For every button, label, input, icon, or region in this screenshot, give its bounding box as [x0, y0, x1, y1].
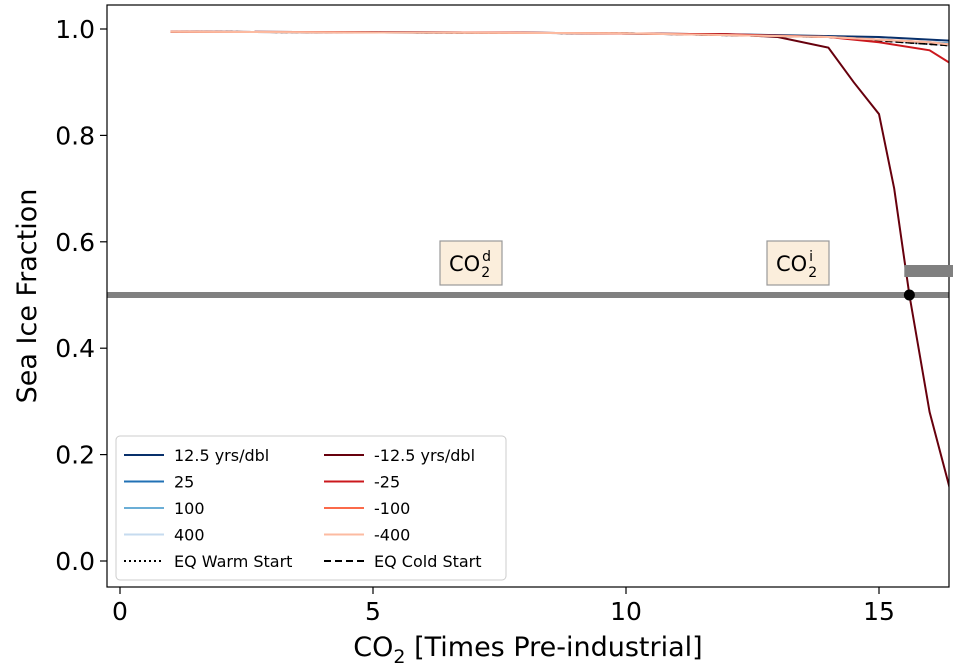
legend-label-0-2: 100: [174, 499, 205, 518]
series-line-0: [170, 30, 949, 42]
co2-d-label-sub: 2: [481, 265, 490, 281]
co2-d-label-sup: d: [482, 249, 491, 265]
legend-label-1-3: -400: [374, 526, 410, 545]
legend-label-1-0: -12.5 yrs/dbl: [374, 446, 475, 465]
x-axis-label-sub: 2: [393, 646, 405, 668]
legend-label-1-4: EQ Cold Start: [374, 552, 482, 571]
y-axis-label: Sea Ice Fraction: [12, 189, 43, 404]
series-line-9: [170, 30, 949, 46]
legend: 12.5 yrs/dbl 25 100 400 EQ Warm Start -12.5 y…: [115, 435, 507, 581]
co2-i-label-text: CO2i: [776, 249, 817, 281]
crossing-marker-0: [903, 289, 915, 301]
y-tick-label-4: 0.8: [55, 121, 95, 150]
x-tick-label-1: 5: [365, 597, 381, 626]
legend-label-1-1: -25: [374, 473, 400, 492]
desaturation-arrow: [904, 265, 953, 278]
co2-d-label-main: CO: [449, 252, 480, 276]
legend-label-0-4: EQ Warm Start: [174, 552, 292, 571]
co2-i-label-sup: i: [809, 249, 813, 265]
legend-box: [115, 435, 507, 581]
plot-area: [107, 30, 949, 490]
y-tick-label-3: 0.6: [55, 228, 95, 257]
x-tick-label-2: 10: [610, 597, 642, 626]
legend-label-1-2: -100: [374, 499, 410, 518]
ticks-layer: 0510152025300.00.20.40.60.81.0: [55, 15, 895, 626]
y-tick-label-5: 1.0: [55, 15, 95, 44]
x-axis-label-rest: [Times Pre-industrial]: [405, 632, 702, 663]
axes-frame: [106, 4, 950, 588]
y-tick-label-2: 0.4: [55, 334, 95, 363]
co2-d-label-box: [439, 240, 503, 286]
x-axis-label-main: CO: [353, 632, 393, 663]
co2-i-label-sub: 2: [808, 265, 817, 281]
x-tick-label-0: 0: [112, 597, 128, 626]
x-tick-label-3: 15: [863, 597, 895, 626]
y-tick-label-0: 0.0: [55, 547, 95, 576]
co2-d-label-text: CO2d: [449, 249, 491, 281]
co2-i-label-box: [766, 240, 830, 286]
legend-label-0-1: 25: [174, 473, 194, 492]
x-axis-label: CO2 [Times Pre-industrial]: [353, 632, 702, 668]
legend-label-0-0: 12.5 yrs/dbl: [174, 446, 269, 465]
y-tick-label-1: 0.2: [55, 441, 95, 470]
co2-i-label-main: CO: [776, 252, 807, 276]
legend-label-0-3: 400: [174, 526, 205, 545]
annotations: CO2d CO2i: [439, 240, 953, 286]
